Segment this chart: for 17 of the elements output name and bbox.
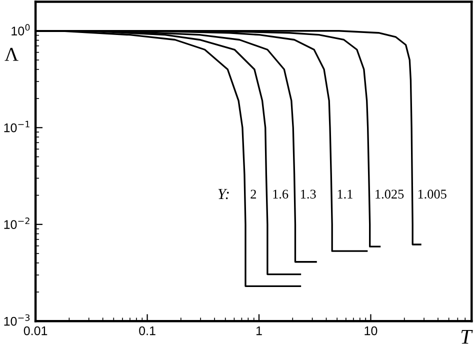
y-tick-label: 10$^{−2}$ [4,218,30,229]
annotation: Y: [218,188,229,200]
x-tick-label: 0.01 [24,326,48,336]
y-tick-label: 10$^{−1}$ [4,120,30,132]
series-label: 1.025 [376,190,404,199]
series-label: 2 [250,190,256,198]
y-tick-label: 10$^{0}$ [12,24,30,36]
x-tick-label: 1 [256,326,262,336]
series-label: 1.1 [338,190,352,199]
y-tick-label: 10$^{−3}$ [4,314,30,326]
series-label: 1.005 [418,190,446,199]
series-label: 1.3 [301,190,316,199]
series-label: 1.6 [273,190,288,199]
x-tick-label: 10 [364,326,378,336]
y-axis-title: Λ [4,48,18,61]
x-tick-label: 0.1 [139,326,156,336]
x-axis-title: T [461,330,473,344]
